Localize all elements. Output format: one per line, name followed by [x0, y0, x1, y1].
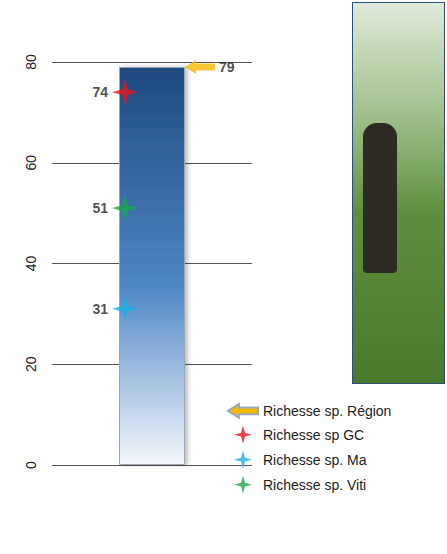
svg-text:40: 40 — [23, 256, 39, 272]
svg-text:20: 20 — [23, 356, 39, 372]
svg-text:Richesse sp. Région: Richesse sp. Région — [263, 403, 391, 419]
svg-text:74: 74 — [92, 84, 108, 100]
svg-text:Richesse sp. Ma: Richesse sp. Ma — [263, 452, 367, 468]
svg-text:79: 79 — [219, 59, 235, 75]
svg-text:Richesse sp GC: Richesse sp GC — [263, 427, 364, 443]
svg-text:60: 60 — [23, 155, 39, 171]
svg-text:31: 31 — [92, 301, 108, 317]
svg-text:51: 51 — [92, 200, 108, 216]
svg-text:80: 80 — [23, 54, 39, 70]
svg-text:Richesse sp. Viti: Richesse sp. Viti — [263, 477, 366, 493]
svg-text:0: 0 — [23, 461, 39, 469]
